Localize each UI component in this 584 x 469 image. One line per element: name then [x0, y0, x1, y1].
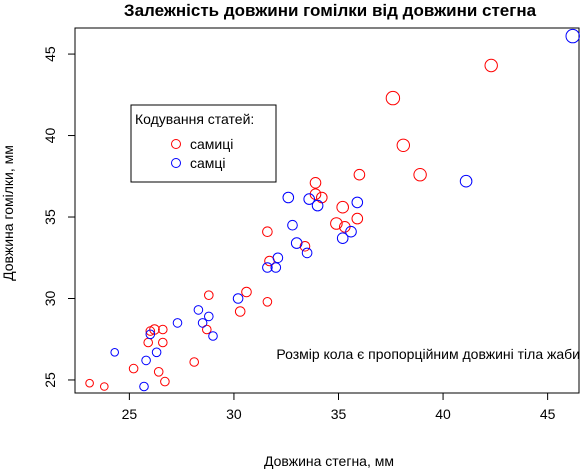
- male-point: [204, 311, 214, 322]
- female-point: [189, 357, 199, 367]
- female-point: [158, 324, 168, 335]
- male-point: [232, 293, 244, 304]
- male-point: [145, 329, 156, 340]
- chart-title: Залежність довжини гомілки від довжини с…: [124, 1, 537, 20]
- male-point: [459, 174, 473, 188]
- male-point: [282, 191, 295, 204]
- male-point: [301, 247, 313, 259]
- female-point: [309, 177, 322, 189]
- legend: Кодування статей: самиці самці: [130, 104, 277, 183]
- male-point: [262, 262, 273, 273]
- y-tick-label: 35: [42, 209, 58, 225]
- female-point: [158, 337, 168, 348]
- legend-title: Кодування статей:: [135, 111, 254, 127]
- x-tick-label: 45: [540, 406, 556, 422]
- female-point: [330, 217, 343, 230]
- male-point: [139, 381, 149, 392]
- x-axis: 25 30 35 40 45: [122, 393, 556, 422]
- female-point: [204, 290, 214, 301]
- female-point: [262, 226, 273, 237]
- male-point: [208, 331, 218, 341]
- male-point: [193, 305, 204, 315]
- x-tick-label: 40: [435, 406, 451, 422]
- female-point: [128, 363, 139, 374]
- y-axis-label: Довжина гомілки, мм: [0, 145, 16, 281]
- y-tick-label: 30: [42, 290, 58, 306]
- male-point: [141, 355, 151, 366]
- female-point: [351, 212, 364, 225]
- male-point: [172, 318, 183, 328]
- male-point: [351, 196, 364, 209]
- x-tick-label: 30: [226, 406, 242, 422]
- legend-label-female: самиці: [190, 136, 233, 152]
- y-tick-label: 45: [42, 46, 58, 62]
- male-point: [151, 347, 162, 358]
- x-tick-label: 35: [331, 406, 347, 422]
- male-point: [270, 262, 282, 273]
- female-point: [484, 58, 498, 73]
- male-point: [197, 318, 208, 328]
- y-tick-label: 40: [42, 128, 58, 144]
- male-point: [287, 219, 298, 231]
- female-point: [160, 376, 170, 387]
- female-point: [241, 286, 252, 298]
- x-tick-label: 25: [122, 406, 138, 422]
- legend-box: [130, 104, 277, 183]
- male-point: [336, 232, 349, 244]
- legend-marker-female: [171, 139, 181, 149]
- x-axis-label: Довжина стегна, мм: [264, 453, 394, 469]
- data-points: [85, 28, 580, 392]
- legend-marker-male: [171, 158, 181, 168]
- male-point: [311, 199, 324, 212]
- male-point: [345, 225, 357, 238]
- plot-frame: [74, 27, 580, 394]
- female-point: [85, 378, 94, 388]
- male-point: [110, 348, 119, 357]
- female-point: [396, 138, 410, 153]
- size-annotation: Розмір кола є пропорційним довжині тіла …: [276, 346, 580, 362]
- legend-label-male: самці: [190, 155, 226, 171]
- female-point: [299, 241, 311, 252]
- male-point: [272, 252, 284, 264]
- female-point: [153, 367, 164, 377]
- male-point: [565, 28, 580, 44]
- female-point: [316, 191, 328, 204]
- female-point: [413, 168, 427, 182]
- female-point: [353, 168, 366, 181]
- female-point: [143, 337, 153, 348]
- male-point: [303, 193, 316, 205]
- y-tick-label: 25: [42, 372, 58, 388]
- y-axis: 25 30 35 40 45: [42, 46, 75, 388]
- female-point: [385, 90, 401, 106]
- female-point: [262, 297, 273, 307]
- female-point: [234, 306, 246, 317]
- male-point: [290, 237, 303, 249]
- female-point: [100, 382, 109, 391]
- female-point: [336, 200, 350, 214]
